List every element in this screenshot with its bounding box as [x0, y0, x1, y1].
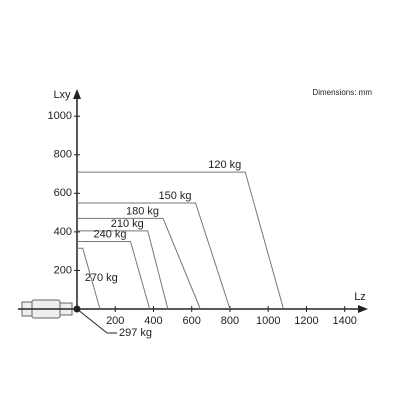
- curve-label: 297 kg: [119, 327, 152, 339]
- load-curve: [77, 171, 284, 310]
- curve-label: 150 kg: [159, 190, 192, 202]
- load-curve: [77, 217, 201, 310]
- leader-line: [76, 308, 108, 334]
- load-curve: [77, 247, 101, 310]
- curve-label: 270 kg: [85, 272, 118, 284]
- curve-label: 210 kg: [111, 218, 144, 230]
- x-tick-label: 1000: [256, 315, 280, 327]
- y-tick-label: 600: [54, 187, 72, 199]
- curve-label: 180 kg: [126, 205, 159, 217]
- x-tick-label: 1400: [332, 315, 356, 327]
- y-arrow: [73, 89, 81, 99]
- curve-label: 120 kg: [208, 159, 241, 171]
- y-tick-label: 1000: [48, 110, 72, 122]
- y-tick-label: 800: [54, 149, 72, 161]
- x-tick-label: 800: [221, 315, 239, 327]
- load-curve: [77, 202, 231, 310]
- y-tick-label: 200: [54, 264, 72, 276]
- load-curve: [77, 230, 169, 310]
- y-axis-label: Lxy: [53, 89, 71, 101]
- y-tick-label: 400: [54, 226, 72, 238]
- x-arrow: [358, 305, 368, 313]
- load-curve: [77, 241, 151, 310]
- x-axis-label: Lz: [354, 291, 366, 303]
- curve-label: 240 kg: [94, 228, 127, 240]
- x-tick-label: 1200: [294, 315, 318, 327]
- x-tick-label: 400: [144, 315, 162, 327]
- note: Dimensions: mm: [312, 88, 372, 97]
- x-tick-label: 200: [106, 315, 124, 327]
- x-tick-label: 600: [183, 315, 201, 327]
